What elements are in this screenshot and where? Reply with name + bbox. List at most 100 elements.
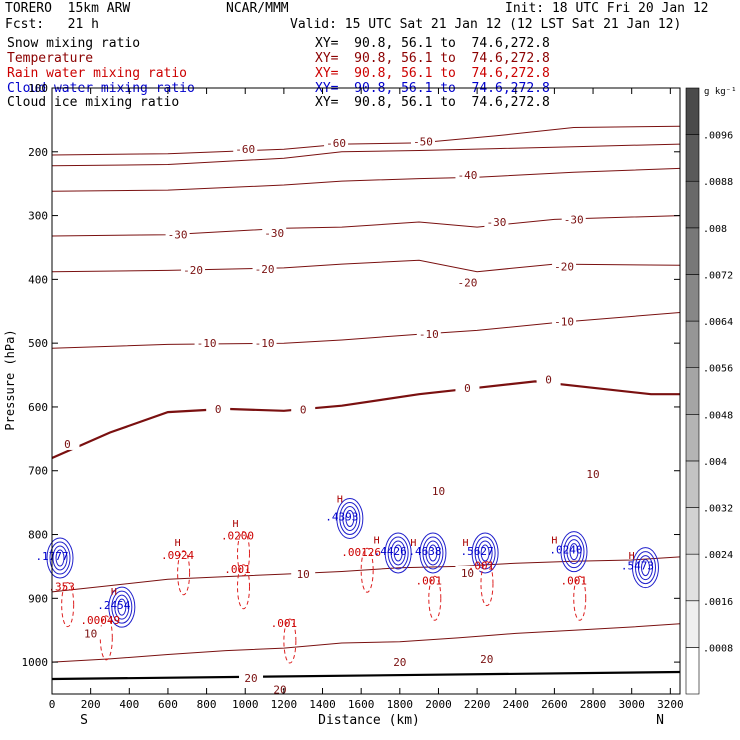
colorbar-label: .0056 xyxy=(703,364,733,375)
cloud-water-contour xyxy=(336,497,364,539)
isotherm-label-bg xyxy=(484,214,509,228)
rain-contour xyxy=(177,550,191,596)
colorbar-swatch xyxy=(685,460,700,508)
cloud-water-contour xyxy=(49,541,71,575)
x-tick-label: 1200 xyxy=(271,698,298,711)
cloud-water-contour xyxy=(471,532,499,574)
colorbar-swatch xyxy=(685,134,700,182)
rain-label: .001 xyxy=(416,574,443,587)
plot-area: -60 -60 -50 -40 -30 -30 -30 -30 -20 -20 -20 -20 -10 -… xyxy=(35,125,681,697)
max-marker: H xyxy=(374,535,380,546)
legend-cloud-ice: Cloud ice mixing ratio xyxy=(7,95,180,110)
isotherm-label: -30 xyxy=(564,213,584,226)
x-axis-label: Distance (km) xyxy=(318,713,420,728)
isotherm-label-bg xyxy=(165,227,190,241)
y-tick-label: 200 xyxy=(28,146,48,159)
isotherm-label: -10 xyxy=(197,337,217,350)
legend-cloud-ice-xy: XY= 90.8, 56.1 to 74.6,272.8 xyxy=(315,95,550,110)
endpoint-north: N xyxy=(656,713,664,728)
forecast-hour: Fcst: 21 h xyxy=(5,17,99,32)
isotherm-label-bg xyxy=(291,402,316,416)
rain-contour xyxy=(237,564,251,610)
isotherm-label-bg xyxy=(239,671,264,685)
cloud-water-contour xyxy=(631,547,659,589)
isotherm-label: 10 xyxy=(461,567,474,580)
isotherm-label-bg xyxy=(291,567,316,581)
max-marker: H xyxy=(462,538,468,549)
rain-label: .001 xyxy=(468,560,495,573)
valid-time: Valid: 15 UTC Sat 21 Jan 12 (12 LST Sat … xyxy=(290,17,682,32)
cloud-water-contour xyxy=(566,539,582,565)
colorbar-swatch xyxy=(685,320,700,368)
x-tick-label: 3000 xyxy=(618,698,645,711)
isotherm-label-bg xyxy=(455,380,480,394)
x-tick-label: 400 xyxy=(119,698,139,711)
isotherm-label-bg xyxy=(324,135,349,149)
cloud-water-label: .5627 xyxy=(461,545,494,558)
cloud-water-contour xyxy=(640,559,650,577)
isotherm-label: -30 xyxy=(168,229,188,242)
max-marker: H xyxy=(410,538,416,549)
colorbar-label: .0072 xyxy=(703,270,733,281)
max-marker: H xyxy=(551,535,557,546)
cloud-water-contour xyxy=(419,532,447,574)
isotherm-label-bg xyxy=(416,327,441,341)
cloud-water-label: .0240 xyxy=(549,544,582,557)
y-tick-label: 500 xyxy=(28,337,48,350)
colorbar-label: .0032 xyxy=(703,504,733,515)
isotherm-label: 0 xyxy=(464,382,471,395)
colorbar-label: .0024 xyxy=(703,550,733,561)
isotherm-label-bg xyxy=(536,372,561,386)
x-tick-label: 2000 xyxy=(425,698,452,711)
cloud-water-label: .2454 xyxy=(97,599,130,612)
x-tick-label: 2400 xyxy=(503,698,530,711)
isotherm-label-bg xyxy=(206,401,231,415)
cloud-water-label: .4426 xyxy=(374,545,407,558)
isotherm-label: 20 xyxy=(393,656,406,669)
cloud-water-contour xyxy=(111,590,133,624)
isotherm-label: 10 xyxy=(432,485,445,498)
isotherm-label: -20 xyxy=(255,263,275,276)
legend-snow-xy: XY= 90.8, 56.1 to 74.6,272.8 xyxy=(315,36,550,51)
isotherm-label-bg xyxy=(426,484,451,498)
isotherm-0 xyxy=(51,380,680,460)
isotherm-minus10 xyxy=(51,312,681,349)
colorbar-swatch xyxy=(685,180,700,229)
isotherm-label-bg xyxy=(411,134,436,148)
x-tick-label: 1600 xyxy=(348,698,375,711)
isotherm-label-bg xyxy=(455,565,480,579)
colorbar-label: .008 xyxy=(703,224,727,235)
cloud-water-contour xyxy=(560,531,588,573)
rain-contour xyxy=(428,575,442,621)
y-tick-label: 900 xyxy=(28,592,48,605)
legend-cloud-water-xy: XY= 90.8, 56.1 to 74.6,272.8 xyxy=(315,81,550,96)
rain-contour xyxy=(99,615,113,661)
legend-rain: Rain water mixing ratio xyxy=(7,66,188,81)
colorbar-swatch xyxy=(685,274,700,322)
cloud-water-contour xyxy=(390,540,406,566)
cloud-water-contour xyxy=(474,536,496,570)
cloud-water-contour xyxy=(422,536,444,570)
y-tick-label: 300 xyxy=(28,210,48,223)
cloud-water-contour xyxy=(55,549,65,567)
rain-label: .0924 xyxy=(161,549,194,562)
rain-label: .001 xyxy=(224,563,251,576)
legend-rain-xy: XY= 90.8, 56.1 to 74.6,272.8 xyxy=(315,66,550,81)
isotherm-label: -50 xyxy=(413,136,433,149)
isotherm-label: -10 xyxy=(419,328,439,341)
endpoint-south: S xyxy=(80,713,88,728)
max-marker: H xyxy=(629,551,635,562)
cloud-water-contour xyxy=(52,545,68,571)
isotherm-label-bg xyxy=(455,275,480,289)
x-tick-label: 2200 xyxy=(464,698,491,711)
isotherm-10 xyxy=(51,556,681,593)
cloud-water-contour xyxy=(117,598,127,616)
max-marker: H xyxy=(337,495,343,506)
cloud-water-contour xyxy=(563,535,585,569)
rain-contour xyxy=(283,618,297,664)
rain-contour xyxy=(360,547,374,593)
cloud-water-label: .5473 xyxy=(621,560,654,573)
legend-temperature: Temperature xyxy=(7,51,94,66)
cloud-water-contour xyxy=(393,544,403,562)
isotherm-label-bg xyxy=(181,262,206,276)
